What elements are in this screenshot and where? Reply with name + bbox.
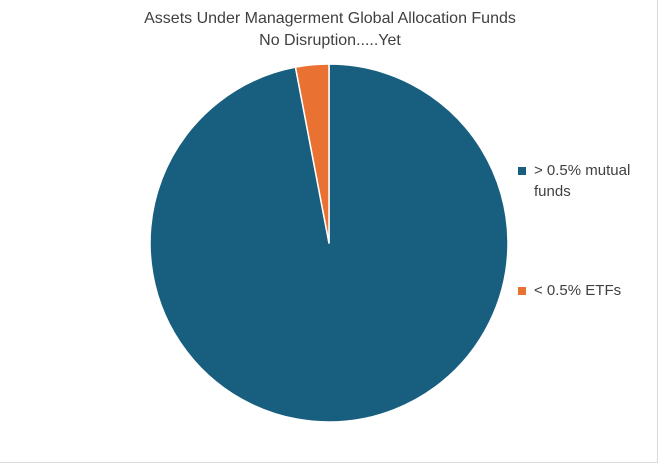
legend-swatch-etfs: [518, 287, 526, 295]
legend-item-mutual-funds: > 0.5% mutual funds: [518, 160, 654, 202]
chart-subtitle: No Disruption.....Yet: [259, 32, 401, 49]
legend-item-etfs: < 0.5% ETFs: [518, 280, 654, 301]
pie-slice-0: [149, 63, 509, 423]
chart-title: Assets Under Managerment Global Allocati…: [144, 10, 516, 27]
legend-swatch-mutual-funds: [518, 167, 526, 175]
chart-title-block: Assets Under Managerment Global Allocati…: [0, 8, 660, 52]
legend-label-etfs: < 0.5% ETFs: [534, 282, 622, 299]
pie-slices: [149, 63, 509, 423]
legend-label-mutual-funds: > 0.5% mutual funds: [534, 162, 631, 200]
pie-slice-1: [294, 63, 330, 244]
